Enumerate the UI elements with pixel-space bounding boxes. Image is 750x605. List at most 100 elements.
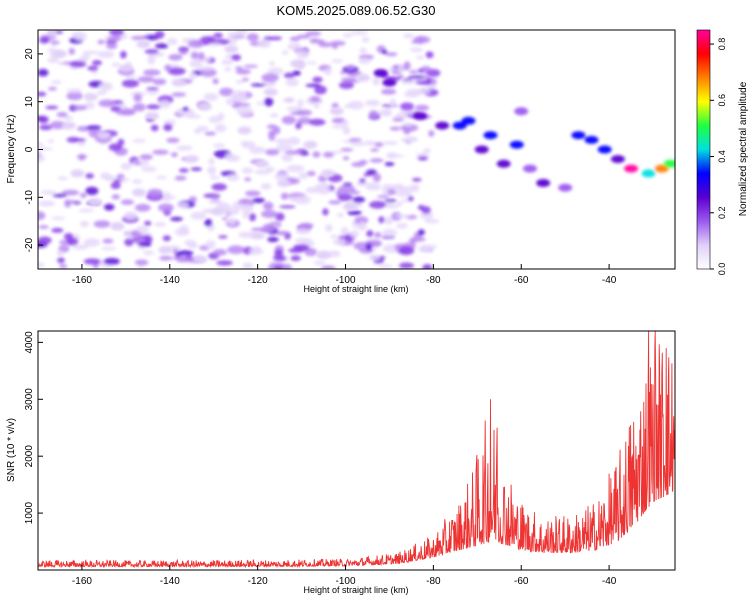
spectrogram-noise-cell [353, 242, 370, 251]
spectrogram-cell [654, 164, 669, 173]
spectrogram-noise-cell [331, 43, 338, 49]
spectrogram-noise-cell [225, 98, 234, 106]
spectrogram-noise-cell [382, 141, 399, 145]
spectrogram-cell [263, 88, 278, 97]
spectrogram-noise-cell [204, 218, 213, 227]
spectrogram-noise-cell [287, 42, 302, 51]
spectrogram-noise-cell [378, 264, 393, 268]
spectrogram-noise-cell [38, 91, 47, 97]
spectrogram-noise-cell [296, 34, 311, 39]
spectrogram-noise-cell [337, 212, 344, 218]
spectrogram-noise-cell [270, 36, 283, 41]
spectrogram-noise-cell [163, 123, 173, 132]
spectrogram-noise-cell [124, 238, 134, 247]
spectrogram-noise-cell [397, 64, 405, 73]
spectrogram-noise-cell [265, 166, 275, 173]
spectrogram-noise-cell [40, 190, 57, 195]
spectrogram-noise-cell [158, 100, 171, 109]
spectrogram-noise-cell [286, 164, 305, 173]
spectrogram-noise-cell [205, 240, 216, 249]
spectrogram-noise-cell [342, 126, 351, 135]
spectrogram-noise-cell [266, 81, 277, 86]
spectrogram-noise-cell [97, 39, 105, 45]
spectrogram-noise-cell [340, 148, 354, 152]
spectrogram-cell [316, 250, 331, 259]
spectrogram-noise-cell [245, 190, 261, 197]
spectrogram-noise-cell [323, 151, 334, 158]
spectrogram-noise-cell [64, 200, 81, 204]
colorbar-gradient [696, 29, 711, 270]
spectrogram-noise-cell [179, 51, 188, 55]
spectrogram-cell [96, 131, 111, 140]
spectrogram-noise-cell [57, 257, 65, 264]
spectrogram-noise-cell [415, 55, 425, 60]
spectrogram-cell [70, 169, 85, 178]
spectrogram-cell [197, 102, 212, 111]
spectrogram-noise-cell [235, 103, 251, 107]
spectrogram-noise-cell [236, 106, 253, 116]
spectrogram-noise-cell [99, 172, 111, 180]
spectrogram-noise-cell [170, 216, 183, 222]
spectrogram-cell [158, 245, 173, 254]
spectrogram-signal-group [53, 40, 675, 264]
spectrogram-noise-cell [171, 92, 186, 97]
spectrogram-noise-cell [297, 117, 312, 125]
spectrogram-cell [61, 121, 76, 130]
spectrogram-noise-cell [221, 59, 234, 65]
spectrogram-cell [413, 112, 428, 120]
spectrogram-noise-cell [321, 265, 336, 269]
spectrogram-noise-cell [428, 130, 435, 137]
spectrogram-noise-cell [176, 145, 193, 151]
spectrogram-cell [641, 169, 656, 178]
spectrogram-noise-cell [342, 33, 353, 38]
spectrogram-noise-cell [150, 124, 159, 132]
spectrogram-noise-cell [57, 61, 65, 65]
spectrogram-noise-cell [182, 107, 190, 112]
spectrogram-noise-cell [120, 199, 134, 205]
spectrogram-noise-cell [252, 197, 265, 204]
spectrogram-noise-cell [244, 177, 252, 182]
spectrogram-noise-cell [246, 33, 259, 42]
spectrogram-noise-cell [378, 216, 385, 224]
spectrogram-noise-cell [281, 153, 293, 162]
spectrogram-y-tick-label: -20 [24, 237, 35, 252]
spectrogram-noise-cell [325, 224, 333, 232]
spectrogram-noise-cell [368, 255, 381, 261]
spectrogram-noise-cell [348, 138, 362, 142]
spectrogram-noise-cell [164, 64, 172, 72]
spectrogram-noise-cell [109, 30, 125, 36]
spectrogram-noise-cell [358, 159, 368, 165]
snr-x-tick-label: -40 [602, 576, 617, 587]
spectrogram-noise-cell [167, 67, 186, 76]
colorbar-label: Normalized spectral amplitude [738, 81, 749, 216]
spectrogram-noise-cell [108, 143, 123, 152]
spectrogram-noise-cell [339, 81, 354, 89]
spectrogram-noise-cell [125, 75, 137, 79]
snr-y-tick-label: 3000 [24, 388, 35, 411]
spectrogram-noise-cell [110, 181, 121, 190]
spectrogram-noise-cell [155, 43, 169, 49]
spectrogram-noise-cell [330, 234, 339, 239]
spectrogram-noise-cell [309, 96, 321, 103]
spectrogram-noise-cell [384, 216, 394, 225]
spectrogram-noise-cell [330, 150, 343, 154]
spectrogram-cell [277, 179, 291, 187]
spectrogram-noise-cell [283, 72, 296, 79]
spectrogram-noise-cell [269, 113, 279, 118]
spectrogram-noise-cell [322, 208, 329, 216]
spectrogram-noise-cell [385, 188, 397, 196]
snr-x-tick-label: -80 [426, 576, 441, 587]
spectrogram-noise-cell [263, 201, 274, 211]
colorbar-tick-label: 0.6 [717, 94, 727, 107]
spectrogram-noise-cell [296, 49, 310, 59]
spectrogram-noise-cell [68, 47, 76, 55]
spectrogram-noise-cell [57, 176, 68, 181]
spectrogram-x-tick-label: -40 [602, 275, 617, 286]
spectrogram-noise-cell [51, 216, 66, 220]
spectrogram-noise-cell [221, 217, 228, 221]
spectrogram-noise-cell [199, 68, 217, 77]
spectrogram-noise-cell [337, 193, 353, 202]
spectrogram-noise-cell [133, 93, 142, 102]
spectrogram-noise-cell [289, 36, 301, 42]
spectrogram-noise-cell [290, 111, 304, 116]
